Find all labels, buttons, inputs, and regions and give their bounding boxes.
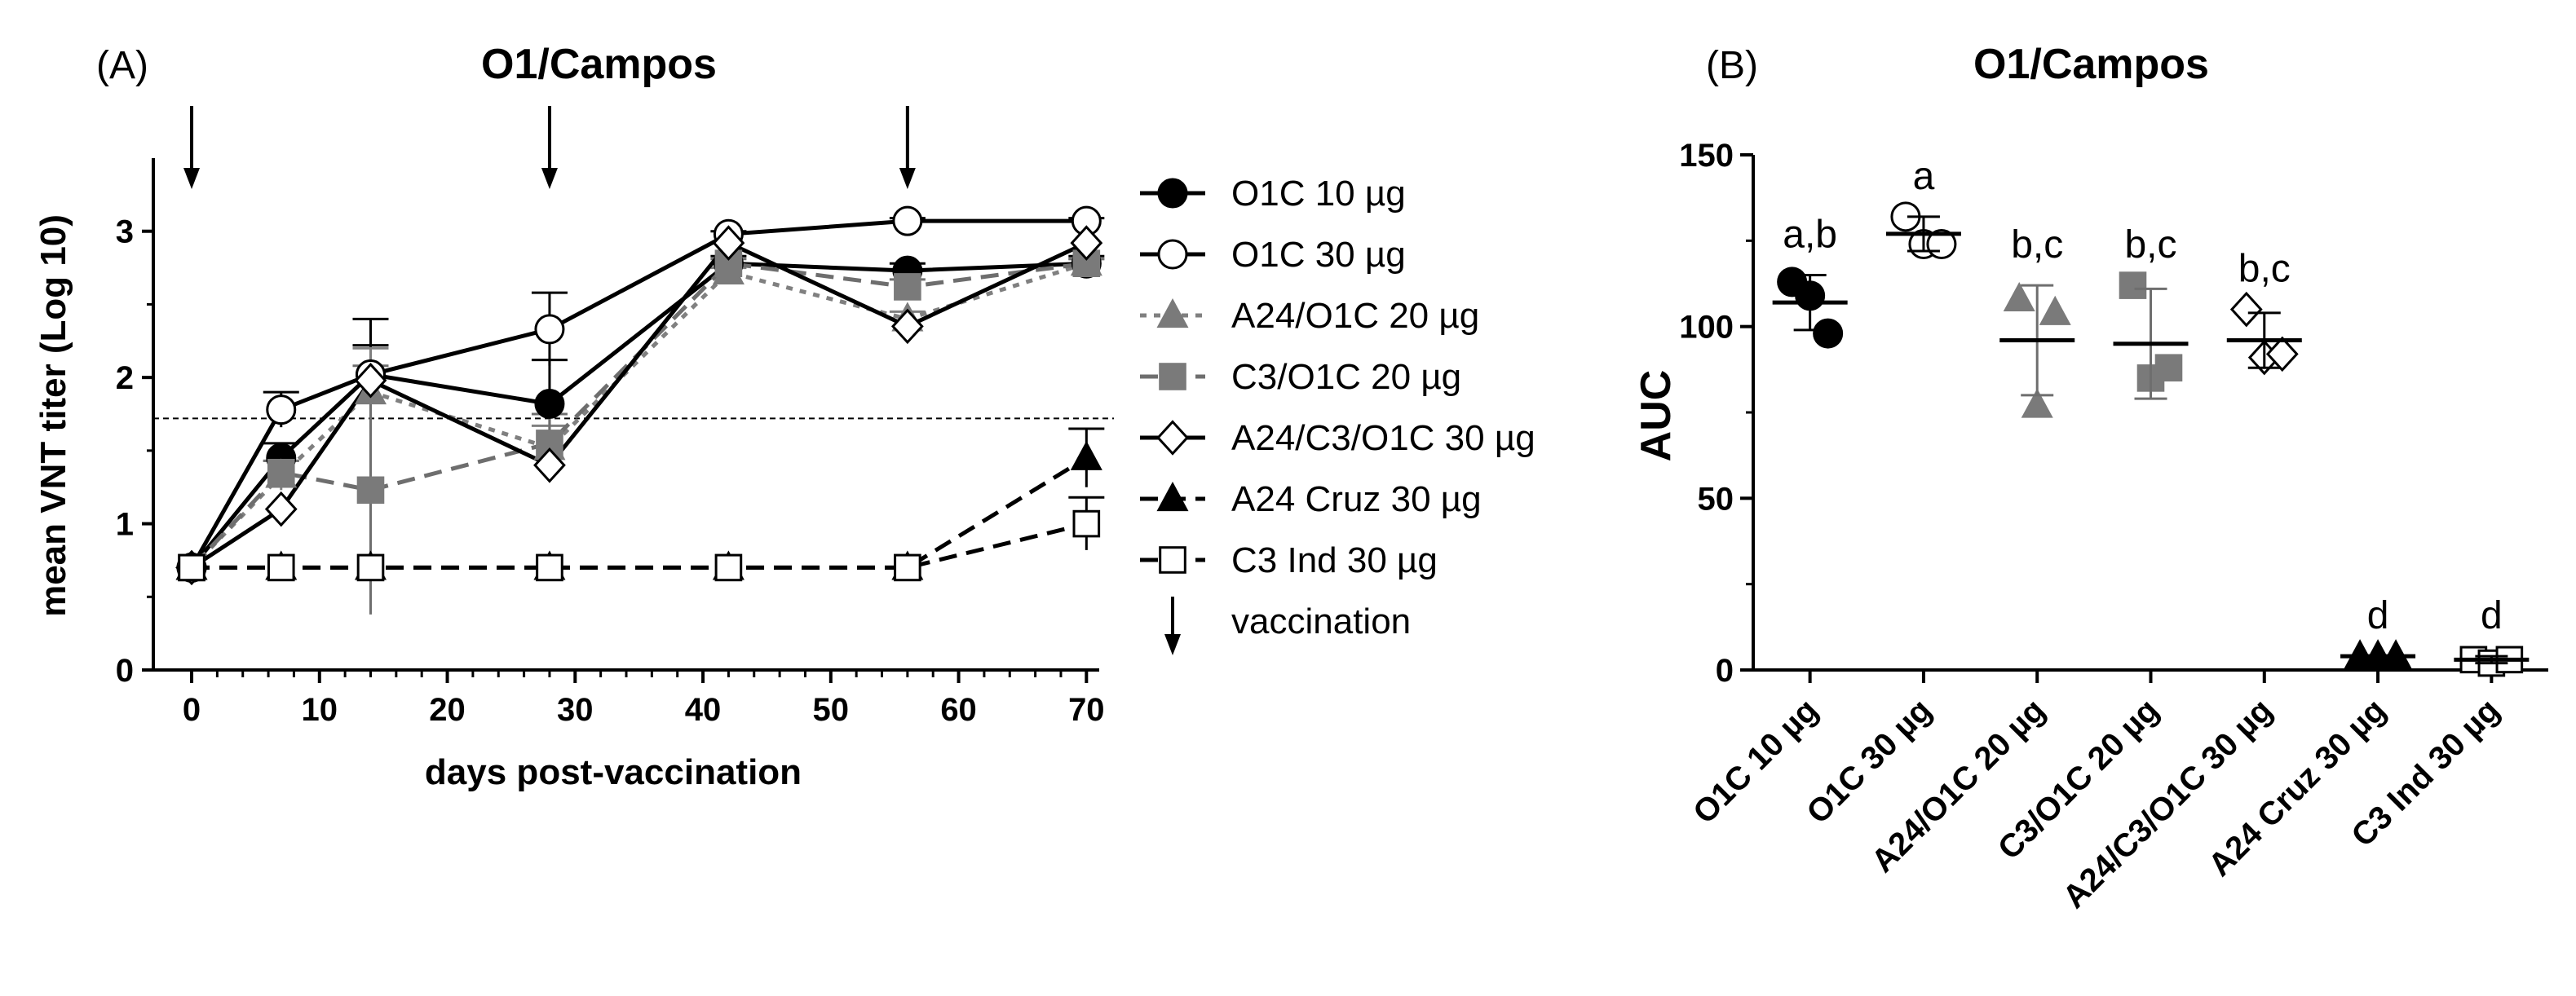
x-tick-label: 0 [183,692,201,728]
y-tick-label: 0 [116,653,134,689]
legend-marker-a24-cruz-30-g [1156,481,1189,512]
point-o1c-10-g [1813,318,1844,349]
vaccination-arrow [899,106,916,189]
series-line-o1c-30-g [189,218,1087,569]
legend-label-a24-cruz-30-g: A24 Cruz 30 µg [1231,479,1482,519]
y-tick-label: 1 [116,507,134,543]
point-o1c-30-g [534,314,565,345]
legend-marker-c3-ind-30-g [1159,546,1186,574]
legend-vaccination-arrow-head [1164,634,1181,655]
panel-b-title: O1/Campos [1973,41,2209,88]
vaccination-arrow-head [183,168,201,189]
y-tick-label: 0 [1716,653,1734,689]
series-line-c3-ind-30-g [192,522,1087,570]
x-tick-label: 60 [940,692,977,728]
panel-a-title: O1/Campos [481,41,717,88]
series-line-o1c-10-g [190,261,1087,569]
panel-a-letter: (A) [96,44,148,87]
legend-label-o1c-10-g: O1C 10 µg [1231,174,1406,214]
point-a24-o1c-20-g [2039,295,2071,325]
vaccination-arrow [183,106,201,189]
point-c3-o1c-20-g [267,458,295,487]
point-o1c-30-g [892,205,923,236]
legend-label-a24-c3-o1c-30-g: A24/C3/O1C 30 µg [1231,418,1535,458]
legend-label-c3-o1c-20-g: C3/O1C 20 µg [1231,357,1461,397]
significance-label: b,c [2238,248,2291,291]
significance-label: d [2367,594,2389,637]
point-a24-cruz-30-g [1070,440,1102,470]
legend-marker-a24-c3-o1c-30-g [1156,420,1189,456]
panel-a-xlabel: days post-vaccination [425,752,802,792]
point-c3-o1c-20-g [2119,271,2147,299]
series-line-a24-cruz-30-g [192,456,1088,570]
significance-label: d [2481,594,2503,637]
point-c3-o1c-20-g [536,430,563,457]
series-line-a24-c3-o1c-30-g [190,240,1088,570]
significance-label: a,b [1783,213,1837,256]
y-tick-label: 3 [116,214,134,250]
legend-label-o1c-30-g: O1C 30 µg [1231,235,1406,275]
point-c3-o1c-20-g [2154,354,2183,382]
point-o1c-10-g [534,388,565,419]
vaccination-arrow-head [541,168,558,189]
x-tick-label: 10 [302,692,338,728]
point-a24-c3-o1c-30-g [2229,291,2263,328]
vaccination-arrow-head [899,168,916,189]
point-a24-c3-o1c-30-g [2265,336,2299,372]
point-c3-ind-30-g [1072,509,1101,538]
point-c3-o1c-20-g [356,476,385,505]
legend-vaccination-arrow [1164,597,1181,655]
legend-label-a24-o1c-20-g: A24/O1C 20 µg [1231,296,1479,336]
point-c3-ind-30-g [356,553,385,582]
point-a24-c3-o1c-30-g [890,308,924,345]
point-c3-ind-30-g [178,553,205,582]
point-c3-ind-30-g [536,553,563,582]
x-tick-label: 40 [685,692,722,728]
legend-marker-o1c-30-g [1157,239,1188,270]
point-c3-ind-30-g [894,553,921,582]
x-tick-label: 20 [429,692,466,728]
panel-b-letter: (B) [1706,44,1758,87]
point-a24-o1c-20-g [2003,281,2035,312]
significance-label: a [1913,155,1935,198]
legend-label-vaccination: vaccination [1231,602,1411,641]
x-tick-label: A24/C3/O1C 30 µg [2056,692,2279,915]
panel-a-ylabel: mean VNT titer (Log 10) [33,214,73,617]
legend-marker-a24-o1c-20-g [1156,297,1189,328]
point-a24-c3-o1c-30-g [533,447,566,483]
point-c3-ind-30-g [714,553,743,582]
point-a24-c3-o1c-30-g [354,362,387,399]
point-o1c-30-g [266,394,297,425]
x-tick-label: 50 [813,692,850,728]
legend-label-c3-ind-30-g: C3 Ind 30 µg [1231,540,1438,580]
x-tick-label: 30 [557,692,594,728]
point-a24-c3-o1c-30-g [1070,225,1103,261]
point-a24-c3-o1c-30-g [264,491,298,527]
point-c3-ind-30-g [267,553,295,582]
y-tick-label: 2 [116,360,134,396]
panel-b-ylabel: AUC [1633,370,1680,462]
y-tick-label: 50 [1698,481,1734,517]
legend-marker-c3-o1c-20-g [1159,363,1186,390]
y-tick-label: 100 [1679,310,1734,346]
point-a24-o1c-20-g [2021,388,2053,418]
x-tick-label: 70 [1068,692,1105,728]
y-tick-label: 150 [1679,138,1734,174]
point-c3-o1c-20-g [894,273,921,301]
legend-marker-o1c-10-g [1157,178,1188,209]
point-a24-c3-o1c-30-g [712,225,745,261]
significance-label: b,c [2124,223,2176,267]
vaccination-arrow [541,106,558,189]
significance-label: b,c [2011,223,2063,267]
